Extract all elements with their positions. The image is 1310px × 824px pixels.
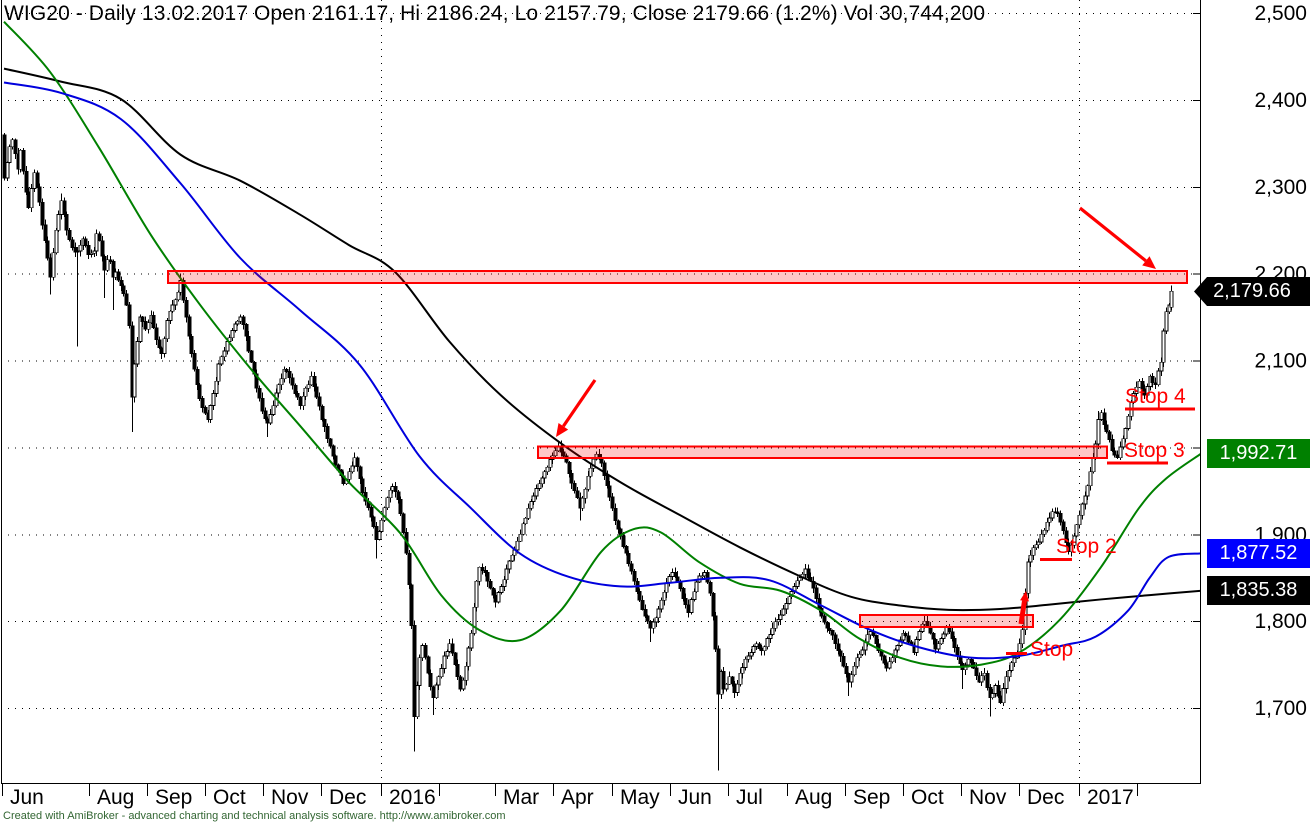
arrow-head-3 (1020, 591, 1029, 602)
resistance-zone-2 (537, 445, 1108, 459)
ma-slow-price-tag: 1,835.38 (1207, 576, 1310, 605)
x-axis-label: Sep (853, 786, 890, 809)
y-axis-label: 2,100 (1254, 350, 1307, 373)
x-axis-label: Aug (97, 786, 134, 809)
x-axis-label: Sep (155, 786, 192, 809)
ma-medium-blue-line (3, 81, 1200, 660)
x-axis-label: Aug (795, 786, 832, 809)
chart-title: WIG20 - Daily 13.02.2017 Open 2161.17, H… (4, 2, 986, 25)
x-axis-label: Jul (736, 786, 763, 809)
arrow-head-2 (1142, 256, 1156, 269)
resistance-zone-1 (167, 270, 1188, 285)
candlestick-series (2, 132, 1174, 771)
x-axis-label: Oct (911, 786, 944, 809)
axes-borders (1, 0, 1201, 796)
x-axis-label: Apr (561, 786, 594, 809)
y-axis-label: 2,400 (1254, 89, 1307, 112)
x-axis-label: May (620, 786, 660, 809)
y-axis-label: 2,300 (1254, 176, 1307, 199)
arrow-annotation-1 (562, 379, 597, 428)
x-axis-label: Jun (678, 786, 712, 809)
y-axis-label: 1,700 (1254, 697, 1307, 720)
x-axis-label: Jun (10, 786, 44, 809)
stop-label-1: Stop (1030, 638, 1074, 661)
x-axis-label: 2016 (389, 786, 436, 809)
amibroker-credit: Created with AmiBroker - advanced charti… (3, 810, 506, 822)
plot-layers (1, 0, 1200, 783)
last-price-tag: 2,179.66 (1194, 277, 1310, 306)
stop-label-2: Stop 2 (1056, 535, 1117, 558)
x-axis-label: Nov (271, 786, 309, 809)
x-axis-label: Nov (969, 786, 1007, 809)
y-axis-label: 2,500 (1254, 2, 1307, 25)
ma-medium-price-tag: 1,877.52 (1207, 539, 1310, 568)
arrow-head-1 (556, 422, 569, 437)
x-axis-label: Dec (329, 786, 366, 809)
x-axis-label: Dec (1027, 786, 1064, 809)
x-axis-label: Mar (503, 786, 539, 809)
x-axis-label: Oct (213, 786, 246, 809)
resistance-zone-3 (859, 614, 1034, 629)
ma-slow-black-line (3, 67, 1200, 612)
x-axis-label: 2017 (1087, 786, 1134, 809)
stop-label-3: Stop 3 (1124, 439, 1185, 462)
y-axis-label: 1,800 (1254, 610, 1307, 633)
stop-label-4: Stop 4 (1125, 385, 1186, 408)
ma-fast-price-tag: 1,992.71 (1207, 439, 1310, 468)
arrow-annotation-2 (1078, 206, 1147, 263)
arrow-annotation-3 (1018, 600, 1027, 625)
annotation-overlay: Stop Stop 2 Stop 3 Stop 4 (1030, 385, 1186, 661)
